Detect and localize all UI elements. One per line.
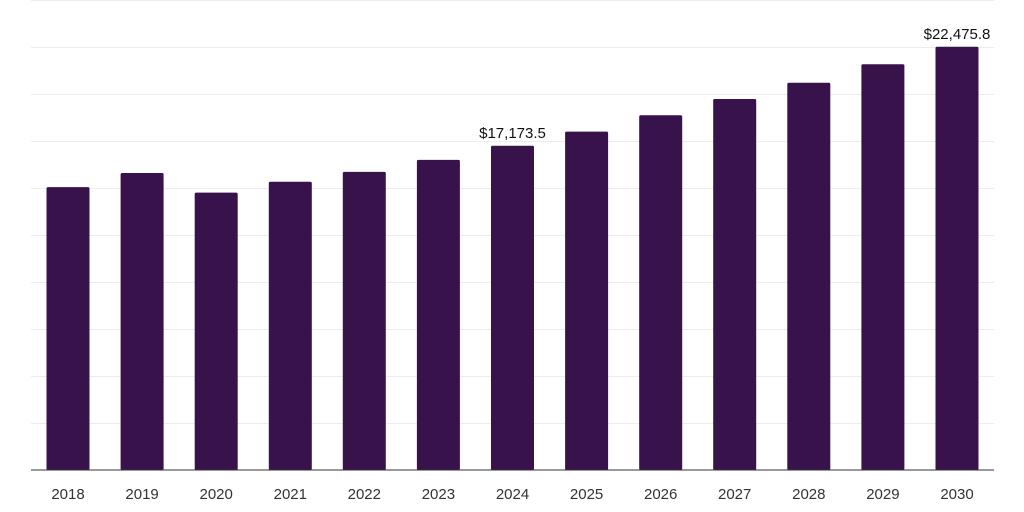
x-tick-label-2019: 2019 — [125, 486, 158, 503]
bar-2018[interactable] — [46, 187, 90, 470]
x-tick-label-2027: 2027 — [718, 486, 751, 503]
bar-2024[interactable] — [491, 145, 534, 471]
x-tick-label-2026: 2026 — [644, 486, 677, 503]
x-tick-label-2018: 2018 — [51, 486, 84, 503]
data-labels: $17,173.5 $22,475.8 — [479, 26, 990, 142]
x-tick-label-2028: 2028 — [792, 486, 825, 503]
bar-2028[interactable] — [787, 82, 831, 470]
bar-2027[interactable] — [713, 99, 757, 470]
bar-2025[interactable] — [565, 131, 609, 470]
bar-2022[interactable] — [342, 171, 386, 470]
x-tick-label-2030: 2030 — [940, 486, 973, 503]
x-tick-label-2020: 2020 — [200, 486, 233, 503]
bar-2021[interactable] — [268, 181, 312, 470]
bar-2030[interactable] — [935, 46, 979, 471]
bar-2019[interactable] — [120, 173, 164, 470]
bar-2020[interactable] — [194, 192, 238, 470]
bar-2023[interactable] — [416, 159, 460, 470]
x-tick-labels: 2018 2019 2020 2021 2022 2023 2024 2025 2026 2027… — [51, 486, 973, 503]
data-label-2024: $17,173.5 — [479, 125, 546, 142]
bar-2029[interactable] — [861, 64, 905, 470]
x-tick-label-2023: 2023 — [422, 486, 455, 503]
x-tick-label-2025: 2025 — [570, 486, 603, 503]
bar-2026[interactable] — [639, 115, 683, 471]
x-tick-label-2024: 2024 — [496, 486, 529, 503]
x-tick-label-2021: 2021 — [274, 486, 307, 503]
data-label-2030: $22,475.8 — [924, 26, 991, 43]
bars — [46, 46, 979, 471]
x-tick-label-2029: 2029 — [866, 486, 899, 503]
x-tick-label-2022: 2022 — [348, 486, 381, 503]
